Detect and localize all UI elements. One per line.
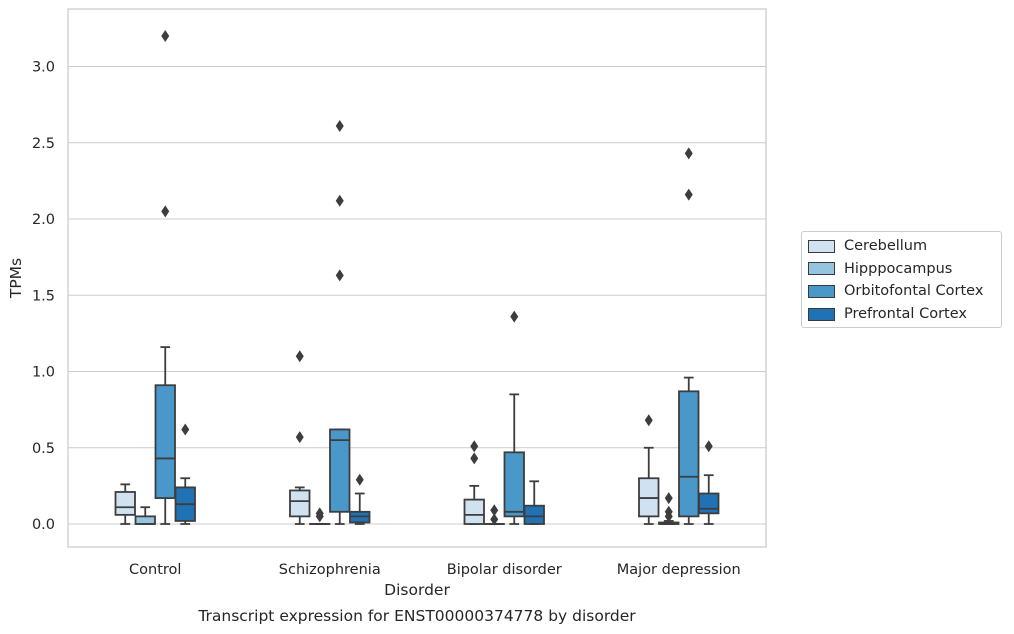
- outlier-point: [470, 452, 479, 465]
- x-tick-label: Schizophrenia: [279, 562, 381, 578]
- box-iqr: [523, 504, 545, 525]
- y-tick-label: 2.0: [32, 212, 55, 228]
- y-tick-label: 0.5: [32, 441, 55, 457]
- box-cerebellum: [289, 350, 311, 525]
- legend-swatch: [808, 239, 835, 253]
- outlier-point: [295, 431, 304, 444]
- outlier-point: [181, 423, 190, 436]
- box-prefrontal-cortex: [698, 440, 720, 525]
- x-tick-label: Bipolar disorder: [447, 562, 562, 578]
- box-prefrontal-cortex: [523, 480, 545, 525]
- legend-label: Orbitofontal Cortex: [844, 283, 984, 300]
- legend: Cerebellum Hipppocampus Orbitofontal Corte…: [801, 231, 1002, 329]
- outlier-point: [704, 440, 713, 453]
- box-prefrontal-cortex: [174, 423, 196, 525]
- y-tick-label: 1.0: [32, 365, 55, 381]
- figure-caption: Transcript expression for ENST0000037477…: [198, 607, 636, 625]
- outlier-point: [684, 147, 693, 160]
- outlier-point: [295, 350, 304, 363]
- box-hipppocampus: [134, 506, 156, 525]
- box-iqr: [503, 451, 525, 518]
- box-iqr: [463, 498, 485, 525]
- plot-area-frame: [67, 8, 767, 548]
- outlier-point: [161, 205, 170, 218]
- outlier-point: [335, 119, 344, 132]
- x-tick-label: Control: [129, 562, 181, 578]
- box-orbitofontal-cortex: [678, 147, 700, 525]
- box-orbitofontal-cortex: [329, 119, 351, 525]
- x-axis-label: Disorder: [384, 581, 450, 599]
- outlier-point: [470, 440, 479, 453]
- box-iqr: [154, 384, 176, 499]
- box-cerebellum: [463, 440, 485, 525]
- y-tick-label: 3.0: [32, 60, 55, 76]
- y-axis-ticks: 0.0 0.5 1.0 1.5 2.0 2.5 3.0: [32, 60, 55, 534]
- legend-item: Orbitofontal Cortex: [802, 280, 1001, 303]
- y-axis-label: TPMs: [7, 258, 25, 299]
- outlier-point: [335, 269, 344, 282]
- x-tick-label: Major depression: [617, 562, 741, 578]
- outlier-point: [490, 504, 499, 517]
- y-tick-label: 2.5: [32, 136, 55, 152]
- box-iqr: [134, 515, 156, 525]
- box-cerebellum: [114, 483, 136, 525]
- legend-swatch: [808, 262, 835, 276]
- box-hipppocampus: [309, 507, 331, 525]
- box-iqr: [678, 390, 700, 518]
- outlier-point: [664, 492, 673, 505]
- grid-lines: [68, 65, 766, 525]
- outlier-point: [161, 30, 170, 42]
- outlier-point: [684, 188, 693, 201]
- legend-label: Prefrontal Cortex: [844, 306, 967, 323]
- outlier-point: [490, 513, 499, 526]
- box-iqr: [114, 491, 136, 516]
- outlier-point: [510, 310, 519, 323]
- box-iqr: [289, 489, 311, 518]
- legend-item: Cerebellum: [802, 235, 1001, 258]
- box-hipppocampus: [658, 492, 680, 525]
- legend-swatch: [808, 284, 835, 298]
- y-tick-label: 1.5: [32, 288, 55, 304]
- outlier-point: [644, 414, 653, 427]
- legend-item: Hipppocampus: [802, 258, 1001, 281]
- box-iqr: [329, 428, 351, 513]
- legend-label: Cerebellum: [844, 238, 928, 255]
- outlier-point: [355, 473, 364, 486]
- box-orbitofontal-cortex: [154, 30, 176, 525]
- outlier-point: [315, 507, 324, 520]
- box-iqr: [698, 492, 720, 515]
- outlier-point: [664, 505, 673, 518]
- legend-swatch: [808, 307, 835, 321]
- x-axis-ticks: Control Schizophrenia Bipolar disorder Majo…: [129, 562, 741, 578]
- legend-item: Prefrontal Cortex: [802, 303, 1001, 326]
- box-orbitofontal-cortex: [503, 310, 525, 525]
- box-hipppocampus: [483, 504, 505, 526]
- box-marks: [114, 30, 720, 526]
- y-tick-label: 0.0: [32, 517, 55, 533]
- legend-label: Hipppocampus: [844, 260, 953, 277]
- outlier-point: [335, 194, 344, 207]
- box-prefrontal-cortex: [349, 473, 371, 525]
- box-cerebellum: [638, 414, 660, 525]
